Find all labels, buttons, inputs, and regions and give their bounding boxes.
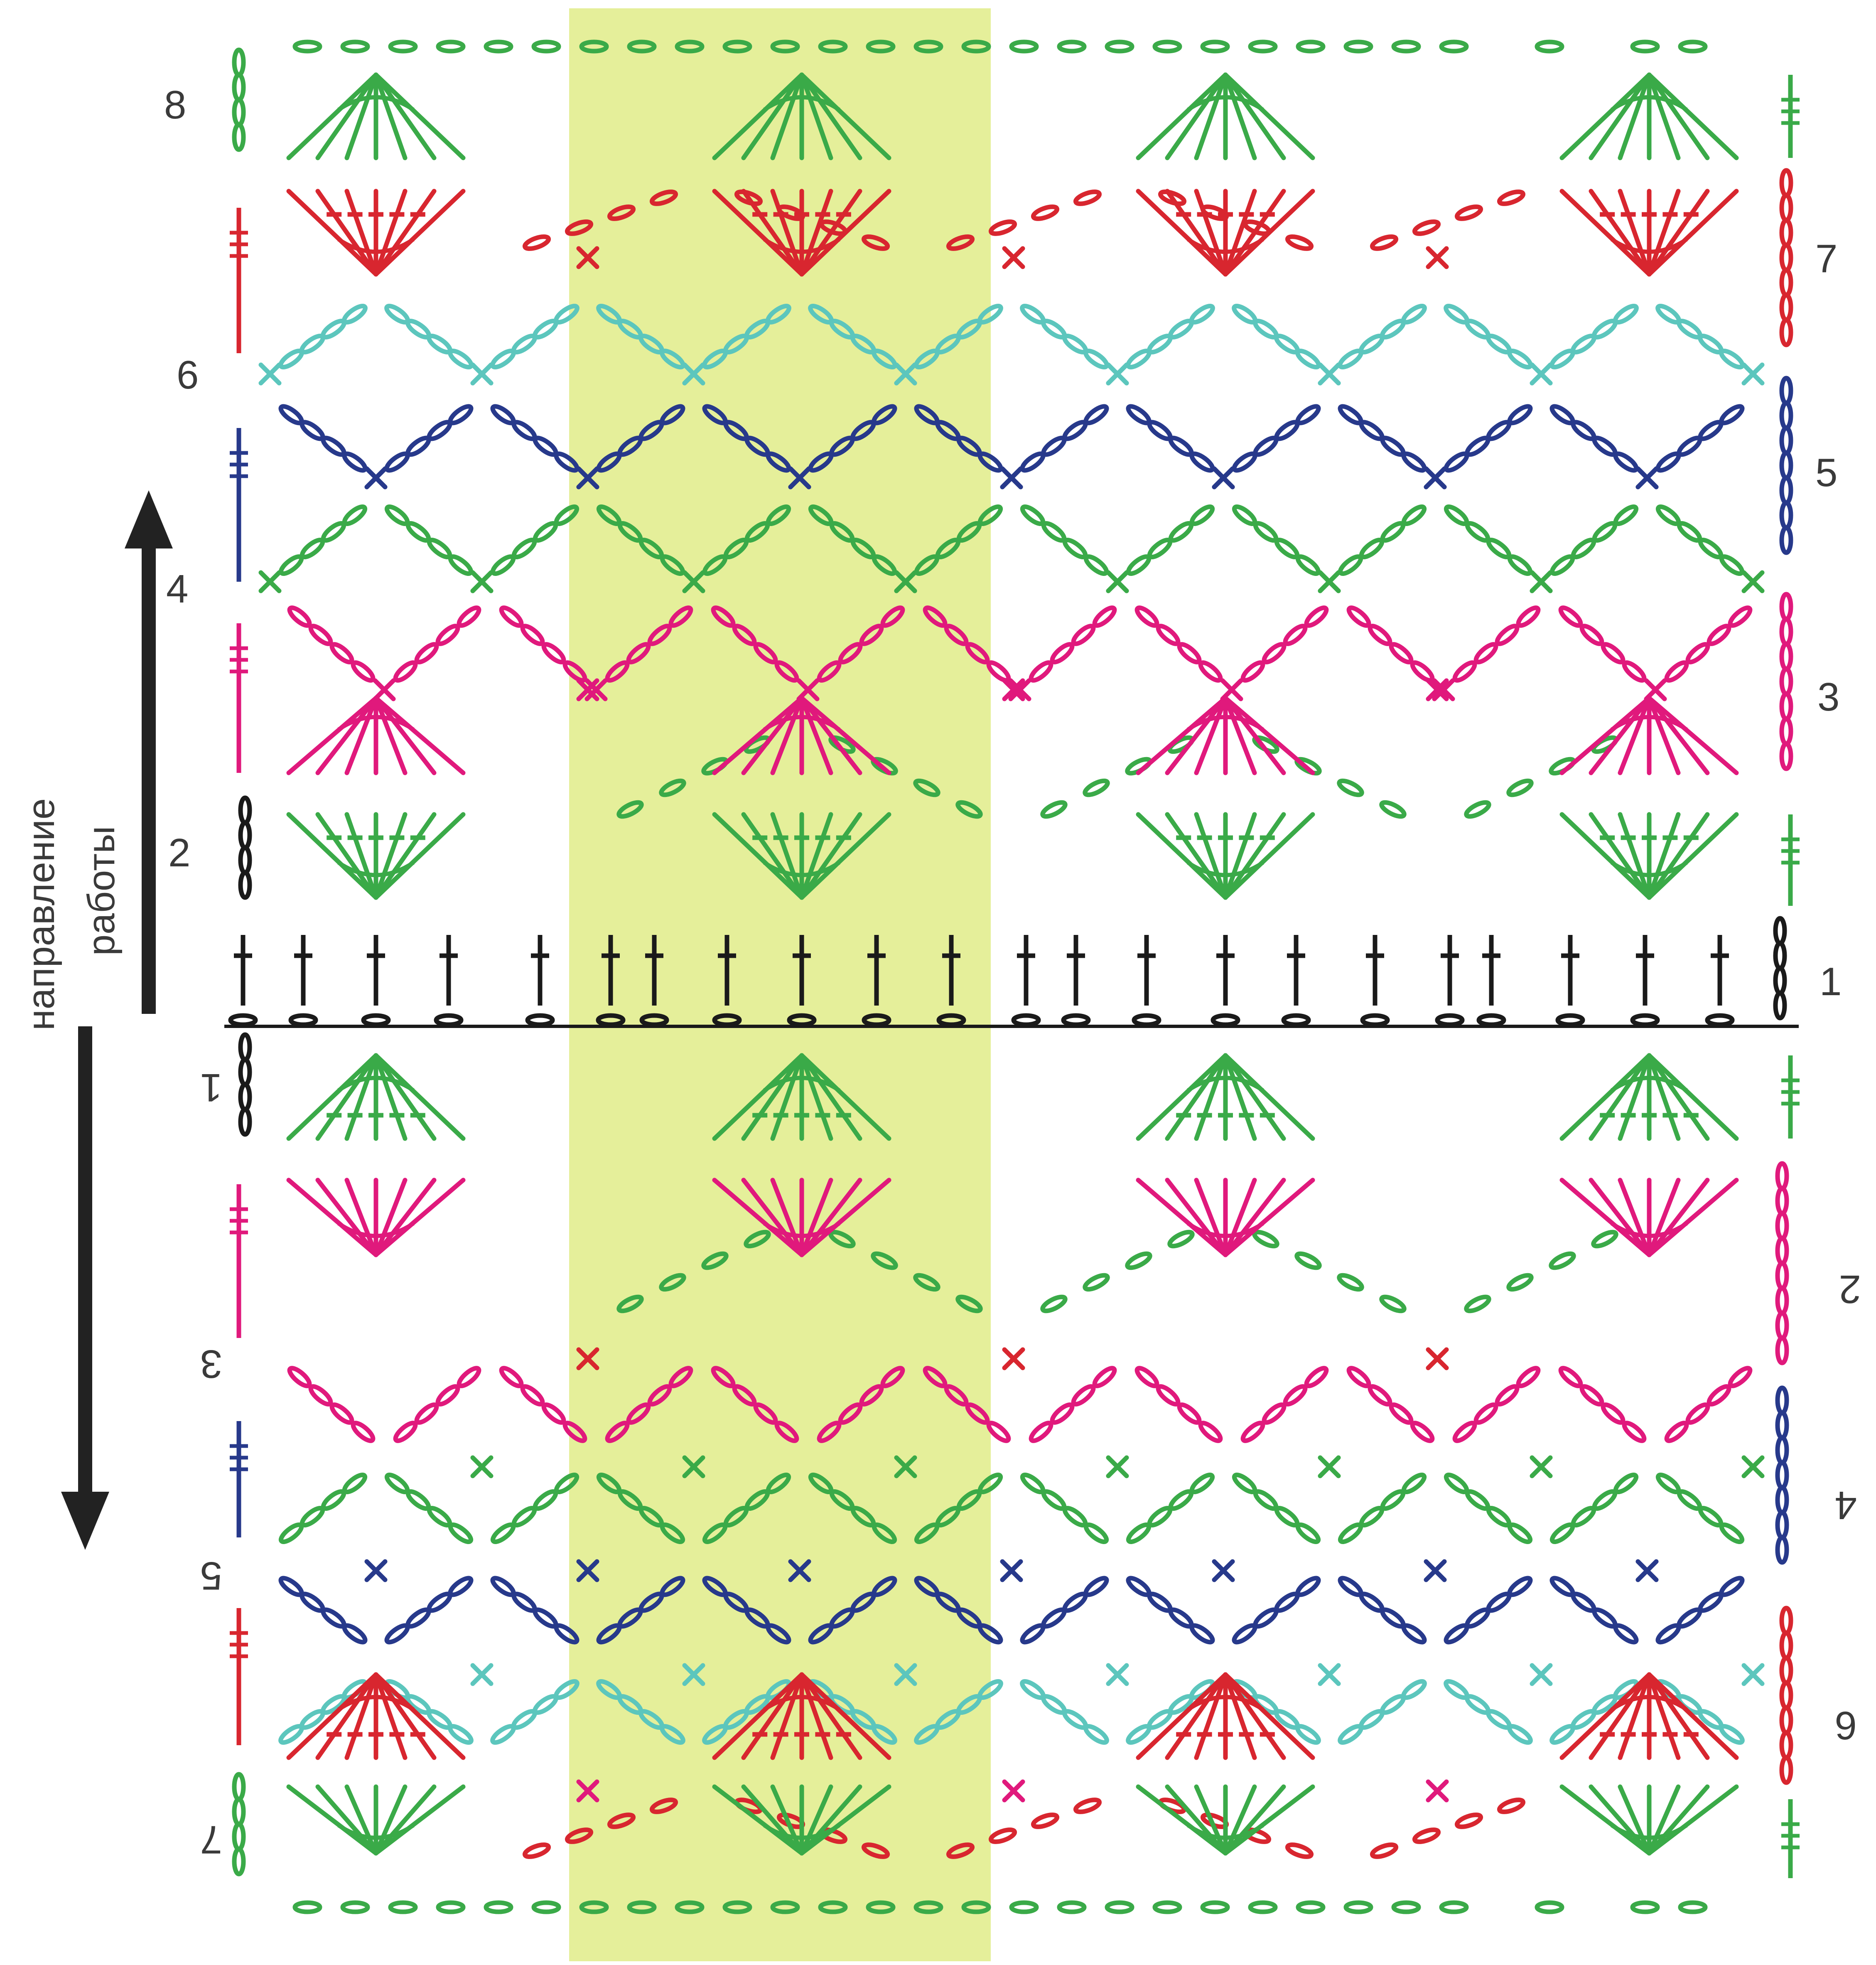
row-label-4: 4 <box>166 567 188 611</box>
row-label-3-inverted: 3 <box>200 1342 222 1386</box>
row-label-1: 1 <box>1820 959 1842 1004</box>
row-label-8: 8 <box>164 83 186 127</box>
row-label-2: 2 <box>168 831 190 875</box>
row-label-7: 7 <box>1815 236 1837 281</box>
row-label-2-inverted: 2 <box>1839 1267 1861 1311</box>
row-label-6: 6 <box>177 353 199 397</box>
row-label-6-inverted: 6 <box>1835 1703 1857 1748</box>
row-label-1-inverted: 1 <box>200 1065 222 1110</box>
pattern-repeat-highlight <box>569 8 991 1961</box>
row-label-5: 5 <box>1815 450 1837 495</box>
row-label-7-inverted: 7 <box>200 1817 222 1862</box>
row-label-5-inverted: 5 <box>200 1554 222 1598</box>
row-label-4-inverted: 4 <box>1835 1483 1857 1527</box>
row-label-3: 3 <box>1817 675 1839 719</box>
direction-label-line2: работы <box>80 826 123 956</box>
direction-label-line1: направление <box>20 798 62 1030</box>
